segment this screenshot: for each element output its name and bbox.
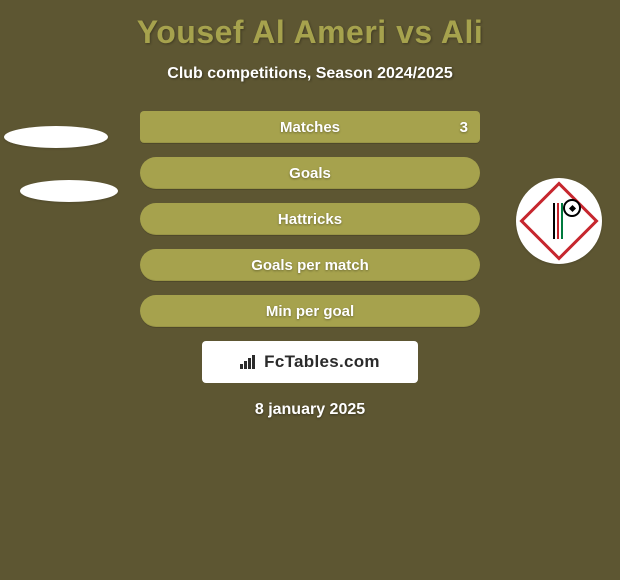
stat-row: Goals per match [140, 249, 480, 281]
stats-list: Matches 3 Goals Hattricks Goals per match Min… [140, 111, 480, 327]
stat-row: Goals [140, 157, 480, 189]
club-badge-icon [531, 193, 587, 249]
watermark-text: FcTables.com [264, 352, 380, 372]
stat-value-right: 3 [460, 119, 468, 136]
stripe [557, 203, 559, 239]
stat-label: Matches [280, 119, 340, 136]
page-subtitle: Club competitions, Season 2024/2025 [0, 65, 620, 83]
stat-label: Goals [289, 165, 331, 182]
avatar-placeholder-ellipse [20, 180, 118, 202]
watermark: FcTables.com [202, 341, 418, 383]
stat-row: Hattricks [140, 203, 480, 235]
club-badge-circle [516, 178, 602, 264]
player-right-badge [504, 168, 614, 278]
player-left-avatar [0, 110, 110, 220]
chart-icon [240, 355, 258, 369]
avatar-placeholder-ellipse [4, 126, 108, 148]
stat-row: Matches 3 [140, 111, 480, 143]
badge-ball-icon [563, 199, 581, 217]
page-title: Yousef Al Ameri vs Ali [0, 0, 620, 51]
comparison-card: Yousef Al Ameri vs Ali Club competitions… [0, 0, 620, 580]
stat-row: Min per goal [140, 295, 480, 327]
stat-label: Goals per match [251, 257, 369, 274]
stat-label: Hattricks [278, 211, 342, 228]
date-label: 8 january 2025 [0, 401, 620, 419]
stat-label: Min per goal [266, 303, 354, 320]
stripe [553, 203, 555, 239]
